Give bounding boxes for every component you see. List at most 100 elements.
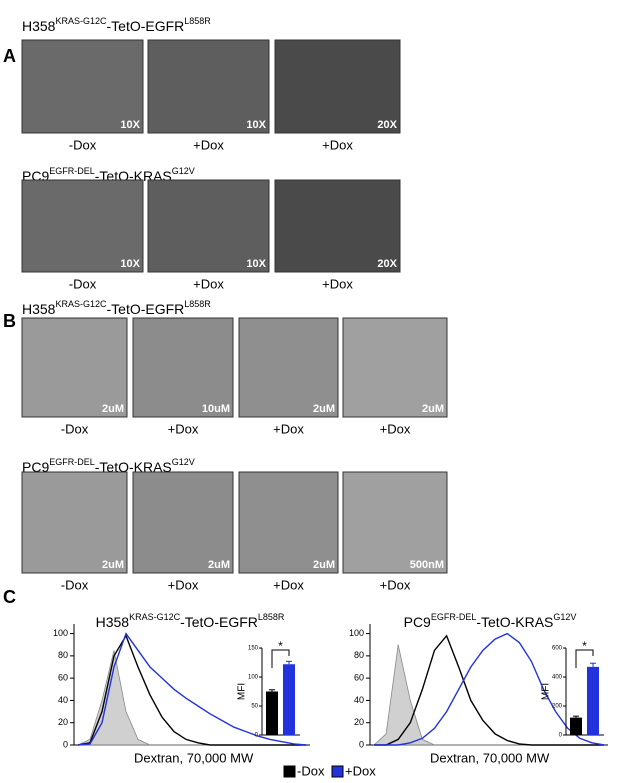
micrograph <box>147 39 270 134</box>
y-axis-label: MFI <box>237 683 248 700</box>
micrograph <box>342 317 448 418</box>
y-tick-label: 50 <box>251 704 258 710</box>
y-tick-label: 150 <box>248 646 259 652</box>
caption: +Dox <box>380 577 411 592</box>
superscript: L858R <box>184 16 211 26</box>
panel-title: H358KRAS-G12C-TetO-EGFRL858R <box>22 16 211 33</box>
scale-label: 2uM <box>422 403 444 415</box>
superscript: G12V <box>172 457 195 467</box>
y-tick-label: 400 <box>552 675 563 681</box>
superscript: EGFR-DEL <box>49 166 95 176</box>
legend-swatch <box>283 765 296 778</box>
title-part: -TetO-KRAS <box>476 614 553 630</box>
caption: +Dox <box>193 276 224 291</box>
title-part: H358 <box>22 18 56 34</box>
bar <box>570 717 582 735</box>
bar <box>587 666 599 735</box>
panel-letter: C <box>3 587 16 607</box>
title-part: PC9 <box>404 614 431 630</box>
caption: +Dox <box>168 421 199 436</box>
y-tick-label: 100 <box>53 628 68 638</box>
superscript: G12V <box>553 612 576 622</box>
y-tick-label: 200 <box>552 704 563 710</box>
y-tick-label: 100 <box>248 675 259 681</box>
scale-label: 10uM <box>202 403 230 415</box>
scale-label: 2uM <box>313 559 335 571</box>
caption: -Dox <box>69 137 97 152</box>
significance: * <box>278 639 283 653</box>
legend-label: +Dox <box>345 763 376 778</box>
y-tick-label: 600 <box>552 646 563 652</box>
panel-title: H358KRAS-G12C-TetO-EGFRL858R <box>96 612 285 629</box>
y-tick-label: 20 <box>354 717 364 727</box>
histogram <box>374 634 604 746</box>
scale-label: 2uM <box>102 559 124 571</box>
superscript: KRAS-G12C <box>55 299 107 309</box>
scale-label: 20X <box>377 258 397 270</box>
title-part: -TetO-EGFR <box>180 614 258 630</box>
bar <box>266 691 278 735</box>
panel-letter: B <box>3 311 16 331</box>
scale-label: 10X <box>246 258 266 270</box>
y-tick-label: 80 <box>354 650 364 660</box>
histogram <box>77 634 306 746</box>
scale-label: 2uM <box>208 559 230 571</box>
scale-label: 20X <box>377 119 397 131</box>
panel-title: H358KRAS-G12C-TetO-EGFRL858R <box>22 299 211 316</box>
micrograph <box>21 39 144 134</box>
bar <box>283 664 295 735</box>
y-tick-label: 60 <box>354 673 364 683</box>
caption: +Dox <box>193 137 224 152</box>
title-part: -TetO-EGFR <box>107 18 185 34</box>
caption: -Dox <box>61 421 89 436</box>
y-tick-label: 0 <box>255 733 259 739</box>
significance-bracket <box>575 649 594 668</box>
y-axis-label: MFI <box>541 683 552 700</box>
caption: +Dox <box>273 577 304 592</box>
micrograph <box>132 317 234 418</box>
superscript: KRAS-G12C <box>55 16 107 26</box>
caption: +Dox <box>168 577 199 592</box>
y-tick-label: 20 <box>58 717 68 727</box>
superscript: G12V <box>172 166 195 176</box>
superscript: EGFR-DEL <box>431 612 477 622</box>
y-tick-label: 80 <box>58 650 68 660</box>
micrograph <box>147 179 270 273</box>
title-part: -TetO-KRAS <box>95 459 172 475</box>
histogram <box>77 632 307 746</box>
superscript: L858R <box>184 299 211 309</box>
scale-label: 10X <box>246 119 266 131</box>
title-part: H358 <box>96 614 130 630</box>
scale-label: 10X <box>120 258 140 270</box>
y-tick-label: 0 <box>63 739 68 749</box>
y-tick-label: 0 <box>359 739 364 749</box>
caption: +Dox <box>273 421 304 436</box>
superscript: L858R <box>258 612 285 622</box>
legend-swatch <box>331 765 344 778</box>
title-part: H358 <box>22 301 56 317</box>
caption: +Dox <box>322 276 353 291</box>
y-tick-label: 60 <box>58 673 68 683</box>
legend-label: -Dox <box>297 763 325 778</box>
panel-title: PC9EGFR-DEL-TetO-KRASG12V <box>404 612 577 629</box>
micrograph <box>342 471 448 574</box>
micrograph <box>21 317 128 418</box>
title-part: -TetO-EGFR <box>107 301 185 317</box>
caption: -Dox <box>69 276 97 291</box>
superscript: EGFR-DEL <box>49 457 95 467</box>
scale-label: 500nM <box>410 559 444 571</box>
caption: +Dox <box>380 421 411 436</box>
micrograph <box>238 471 339 574</box>
superscript: KRAS-G12C <box>129 612 181 622</box>
title-part: PC9 <box>22 459 49 475</box>
micrograph <box>21 179 144 273</box>
scale-label: 2uM <box>102 403 124 415</box>
significance: * <box>582 639 587 653</box>
y-tick-label: 100 <box>349 628 364 638</box>
micrograph <box>21 471 128 574</box>
significance-bracket <box>271 649 290 668</box>
micrograph <box>274 179 401 273</box>
y-tick-label: 40 <box>354 695 364 705</box>
micrograph <box>274 39 401 134</box>
